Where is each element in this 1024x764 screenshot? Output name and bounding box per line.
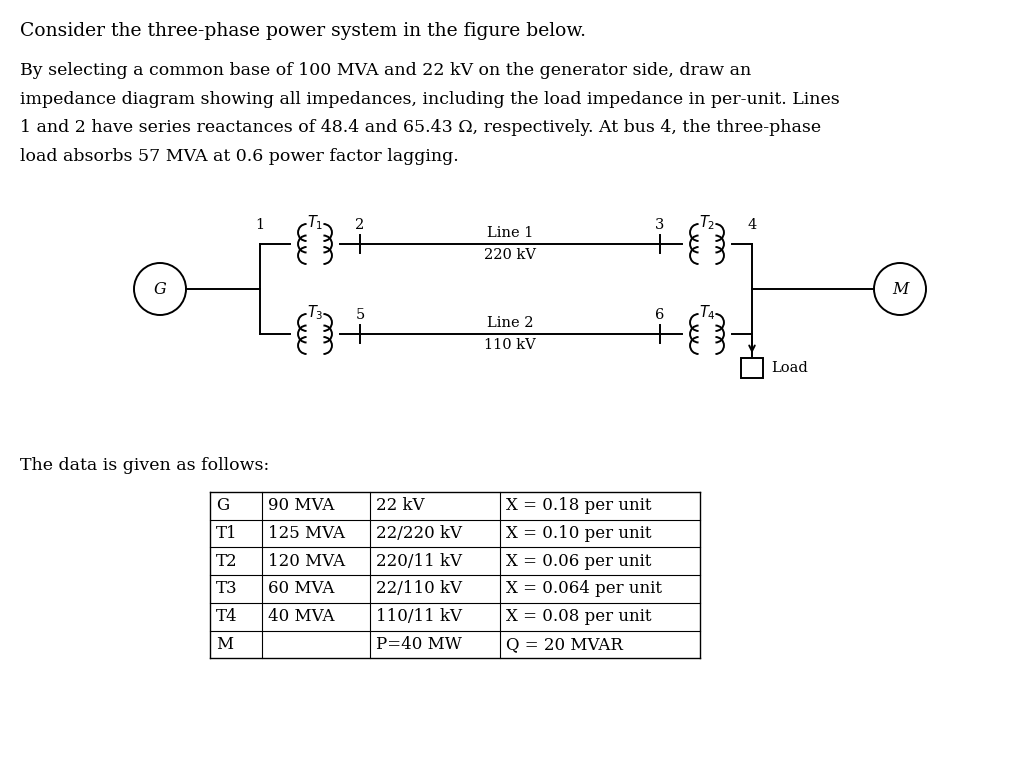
Text: G: G	[216, 497, 229, 514]
Text: Line 2: Line 2	[486, 316, 534, 330]
Text: P=40 MW: P=40 MW	[376, 636, 462, 653]
Text: $T_1$: $T_1$	[307, 213, 324, 232]
Text: G: G	[154, 280, 166, 297]
Text: 120 MVA: 120 MVA	[268, 552, 345, 570]
Text: 22/220 kV: 22/220 kV	[376, 525, 462, 542]
Text: M: M	[892, 280, 908, 297]
Text: X = 0.08 per unit: X = 0.08 per unit	[506, 608, 651, 625]
Text: 220/11 kV: 220/11 kV	[376, 552, 462, 570]
Text: T3: T3	[216, 581, 238, 597]
Text: T1: T1	[216, 525, 238, 542]
Text: M: M	[216, 636, 233, 653]
Text: The data is given as follows:: The data is given as follows:	[20, 457, 269, 474]
Text: X = 0.18 per unit: X = 0.18 per unit	[506, 497, 651, 514]
Text: 110 kV: 110 kV	[484, 338, 536, 352]
Text: impedance diagram showing all impedances, including the load impedance in per-un: impedance diagram showing all impedances…	[20, 90, 840, 108]
Text: Q = 20 MVAR: Q = 20 MVAR	[506, 636, 623, 653]
Text: 2: 2	[355, 218, 365, 232]
Text: 125 MVA: 125 MVA	[268, 525, 345, 542]
Text: 6: 6	[655, 308, 665, 322]
Text: 40 MVA: 40 MVA	[268, 608, 335, 625]
Text: X = 0.064 per unit: X = 0.064 per unit	[506, 581, 662, 597]
Text: 5: 5	[355, 308, 365, 322]
Text: 110/11 kV: 110/11 kV	[376, 608, 462, 625]
Text: $T_3$: $T_3$	[307, 303, 324, 322]
Text: 1: 1	[255, 218, 264, 232]
Text: T4: T4	[216, 608, 238, 625]
Text: 60 MVA: 60 MVA	[268, 581, 335, 597]
Bar	[741, 358, 763, 378]
Text: X = 0.06 per unit: X = 0.06 per unit	[506, 552, 651, 570]
Text: Line 1: Line 1	[486, 226, 534, 240]
Text: load absorbs 57 MVA at 0.6 power factor lagging.: load absorbs 57 MVA at 0.6 power factor …	[20, 147, 459, 164]
Text: By selecting a common base of 100 MVA and 22 kV on the generator side, draw an: By selecting a common base of 100 MVA an…	[20, 62, 752, 79]
Text: Load: Load	[771, 361, 808, 375]
Text: $T_2$: $T_2$	[698, 213, 715, 232]
Text: $T_4$: $T_4$	[698, 303, 716, 322]
Text: 4: 4	[748, 218, 757, 232]
Text: 22/110 kV: 22/110 kV	[376, 581, 462, 597]
Text: T2: T2	[216, 552, 238, 570]
Text: 90 MVA: 90 MVA	[268, 497, 335, 514]
Text: 220 kV: 220 kV	[484, 248, 536, 262]
Text: 1 and 2 have series reactances of 48.4 and 65.43 Ω, respectively. At bus 4, the : 1 and 2 have series reactances of 48.4 a…	[20, 119, 821, 136]
Text: 3: 3	[655, 218, 665, 232]
Text: 22 kV: 22 kV	[376, 497, 425, 514]
Text: X = 0.10 per unit: X = 0.10 per unit	[506, 525, 651, 542]
Text: Consider the three-phase power system in the figure below.: Consider the three-phase power system in…	[20, 22, 586, 40]
